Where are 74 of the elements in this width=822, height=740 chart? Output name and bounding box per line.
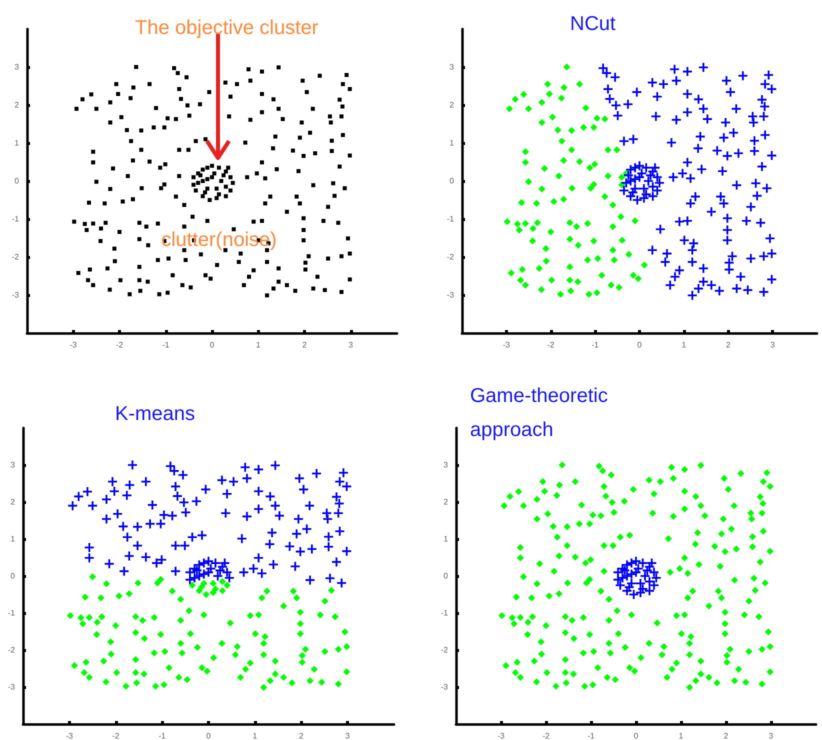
y-tick-label: -2 [12, 252, 20, 262]
x-tick-label: 1 [682, 340, 687, 350]
y-tick-label: 1 [444, 534, 449, 544]
y-tick-label: -1 [446, 214, 455, 224]
x-tick-label: 2 [726, 340, 732, 350]
x-tick-label: 2 [724, 732, 729, 740]
y-tick-label: 2 [14, 100, 20, 110]
x-tick-label: 0 [206, 732, 212, 740]
x-tick-label: -2 [112, 732, 120, 740]
y-tick-label: -2 [8, 646, 16, 654]
x-tick-label: 3 [768, 732, 774, 740]
y-tick-label: 3 [14, 62, 20, 72]
x-tick-label: -1 [587, 732, 596, 740]
x-tick-label: -3 [66, 732, 74, 740]
y-tick-label: 2 [450, 100, 455, 110]
point [618, 573, 627, 582]
x-tick-label: -1 [158, 732, 166, 740]
x-tick-label: 3 [348, 340, 354, 350]
y-tick-label: -1 [8, 608, 16, 618]
y-tick-label: 1 [10, 534, 16, 544]
point [652, 573, 661, 582]
y-tick-label: 1 [14, 138, 20, 148]
y-tick-label: 2 [444, 498, 449, 506]
y-tick-label: -3 [12, 290, 20, 300]
point [632, 556, 640, 566]
x-tick-label: 2 [299, 732, 304, 740]
y-tick-label: -3 [440, 682, 449, 692]
y-tick-label: -3 [8, 682, 16, 692]
point [645, 577, 654, 586]
point [650, 568, 658, 577]
y-tick-label: -3 [446, 290, 455, 300]
x-tick-label: 2 [302, 340, 308, 350]
chart-title: K-means [115, 403, 196, 425]
x-tick-label: -2 [542, 732, 550, 740]
x-tick-label: 3 [345, 732, 350, 740]
point [629, 590, 638, 599]
y-tick-label: -2 [446, 252, 455, 262]
x-tick-label: 0 [637, 340, 642, 350]
point [636, 578, 645, 588]
x-tick-label: -3 [497, 732, 506, 740]
x-tick-label: -2 [547, 340, 555, 350]
y-tick-label: 2 [10, 498, 16, 506]
x-tick-label: -2 [116, 340, 124, 350]
y-tick-label: 3 [450, 62, 455, 72]
x-tick-label: 3 [770, 340, 776, 350]
chart-title: The objective cluster [135, 17, 319, 39]
y-tick-label: -1 [440, 608, 449, 618]
point [634, 564, 643, 574]
point [640, 572, 650, 580]
x-tick-label: 1 [252, 732, 258, 740]
point [620, 566, 630, 575]
x-tick-label: 1 [678, 732, 684, 740]
point [645, 586, 654, 596]
y-tick-label: -1 [12, 214, 20, 224]
y-tick-label: 3 [10, 460, 16, 470]
y-tick-label: 0 [444, 572, 449, 580]
point [627, 570, 636, 579]
y-tick-label: 3 [444, 460, 449, 470]
y-tick-label: -2 [440, 646, 449, 654]
x-tick-label: -3 [502, 340, 510, 350]
x-tick-label: -1 [162, 340, 170, 350]
y-tick-label: 0 [10, 572, 16, 580]
x-tick-label: 0 [210, 340, 215, 350]
chart-title: NCut [570, 13, 616, 35]
y-tick-label: 0 [450, 176, 455, 186]
annotation: clutter(noise) [161, 229, 277, 251]
y-tick-label: 1 [450, 138, 455, 148]
x-tick-label: 0 [634, 732, 639, 740]
point [638, 558, 648, 568]
x-tick-label: -1 [592, 340, 600, 350]
y-tick-label: 0 [14, 176, 20, 186]
x-tick-label: 1 [256, 340, 262, 350]
chart-title: Game-theoretic approach [470, 385, 614, 441]
x-tick-label: -3 [70, 340, 78, 350]
